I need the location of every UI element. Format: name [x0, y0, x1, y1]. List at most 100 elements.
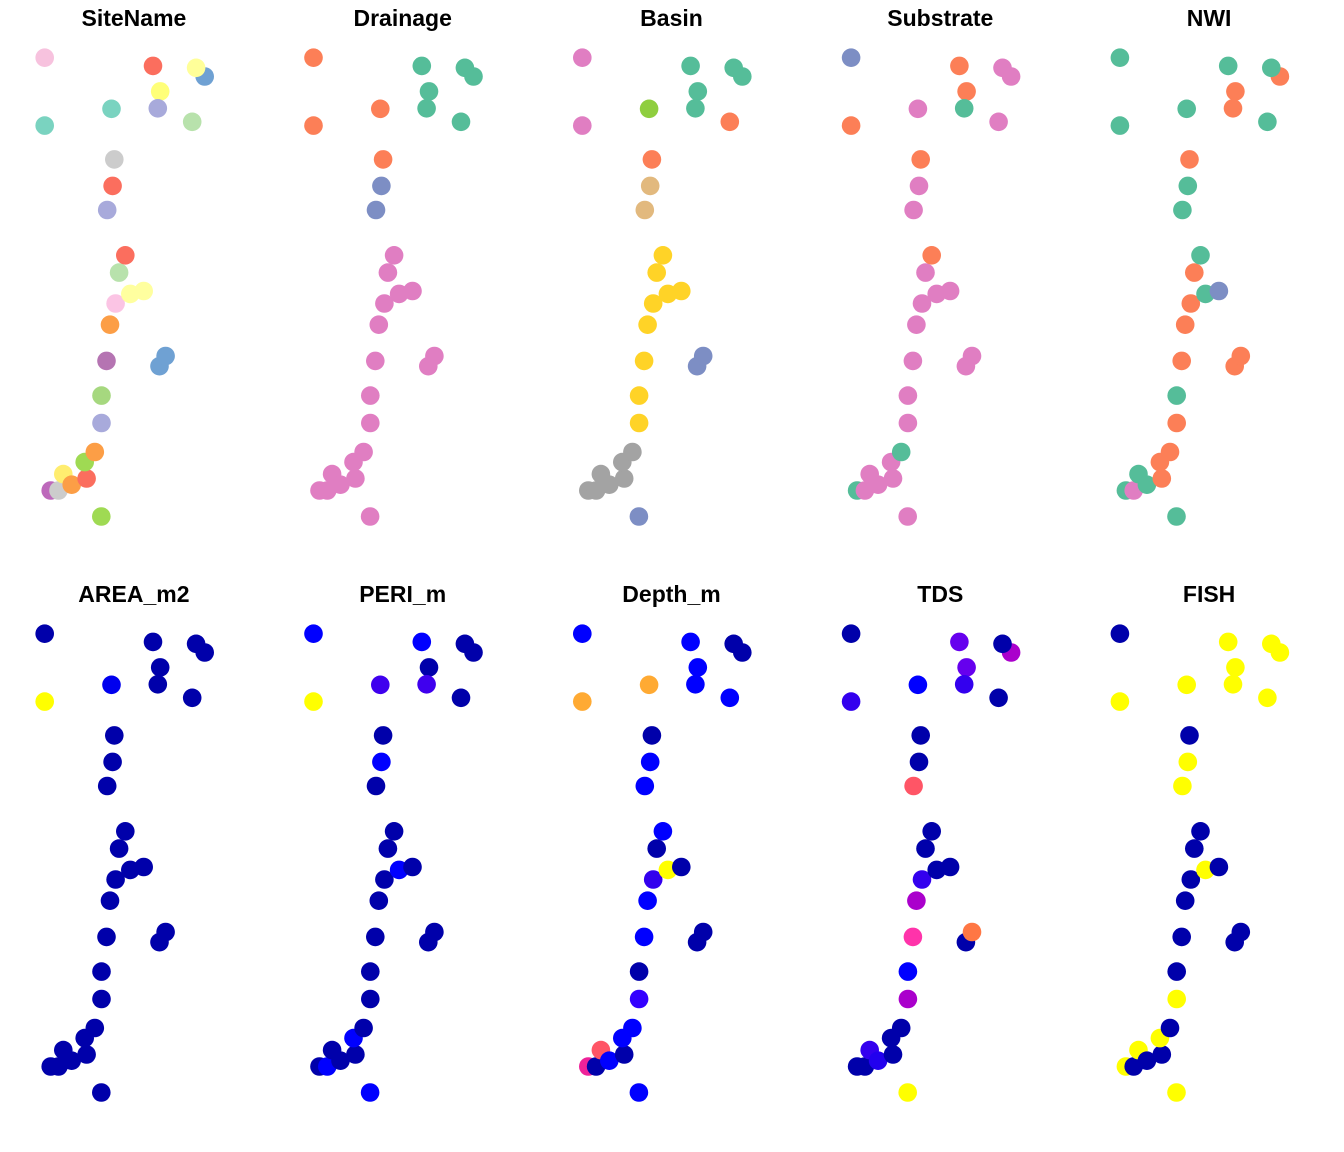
site-point: [373, 150, 393, 169]
site-point: [638, 891, 657, 910]
site-point: [451, 112, 471, 132]
site-point: [629, 1083, 649, 1102]
site-point: [916, 263, 935, 282]
site-point: [681, 56, 700, 76]
site-point: [898, 386, 918, 405]
site-point: [1262, 634, 1281, 654]
site-point: [156, 346, 175, 366]
site-point: [912, 294, 932, 313]
site-point: [1167, 989, 1186, 1009]
panel-nwi: NWI: [1110, 5, 1290, 526]
site-point: [1167, 1083, 1186, 1102]
site-point: [1178, 176, 1198, 196]
site-point: [883, 469, 903, 488]
site-point: [92, 989, 111, 1009]
site-point: [629, 386, 649, 405]
site-point: [366, 351, 385, 371]
site-point: [647, 839, 666, 858]
site-point: [1258, 112, 1277, 132]
site-point: [957, 82, 976, 101]
site-point: [372, 752, 391, 772]
site-point: [642, 150, 662, 169]
site-point: [372, 176, 391, 196]
site-point: [1175, 315, 1195, 335]
site-point: [100, 315, 120, 335]
site-point: [103, 176, 122, 196]
site-point: [962, 346, 982, 366]
site-point: [908, 675, 928, 695]
site-point: [97, 351, 116, 371]
panel-title: Drainage: [353, 5, 451, 31]
site-point: [143, 56, 163, 76]
site-point: [182, 688, 202, 708]
site-point: [35, 48, 54, 67]
site-point: [640, 752, 660, 772]
site-point: [1181, 870, 1201, 889]
site-point: [1185, 263, 1204, 282]
site-point: [681, 632, 700, 652]
panel-drainage: Drainage: [304, 5, 483, 526]
site-point: [425, 346, 444, 366]
site-point: [922, 822, 941, 841]
site-point: [1180, 726, 1199, 745]
site-point: [100, 891, 120, 910]
site-point: [954, 675, 974, 694]
site-point: [639, 99, 659, 119]
site-point: [1191, 246, 1210, 265]
site-point: [346, 469, 365, 488]
site-point: [1173, 200, 1192, 220]
panel-substrate: Substrate: [841, 5, 1021, 526]
site-point: [1191, 822, 1210, 841]
site-point: [62, 1051, 81, 1070]
site-point: [451, 688, 471, 708]
panel-peri-m: PERI_m: [304, 581, 483, 1102]
site-point: [378, 263, 398, 282]
site-point: [993, 634, 1012, 654]
site-point: [35, 624, 54, 643]
site-point: [1172, 351, 1191, 371]
site-point: [940, 857, 960, 877]
site-point: [1167, 386, 1186, 405]
site-point: [331, 1051, 350, 1070]
site-point: [1209, 281, 1229, 301]
site-point: [623, 442, 642, 462]
site-point: [903, 927, 923, 947]
site-point: [623, 1018, 642, 1038]
site-point: [109, 263, 129, 282]
site-point: [373, 726, 393, 745]
site-point: [455, 634, 475, 654]
site-point: [688, 658, 708, 677]
site-point: [148, 99, 168, 118]
site-point: [1258, 688, 1277, 708]
site-point: [841, 48, 861, 67]
site-point: [950, 56, 969, 76]
site-point: [116, 822, 135, 841]
site-point: [891, 1018, 911, 1038]
site-point: [97, 200, 117, 220]
site-point: [693, 922, 713, 942]
site-point: [455, 58, 475, 78]
site-point: [134, 857, 153, 877]
site-point: [614, 469, 634, 488]
site-point: [97, 927, 116, 947]
site-point: [419, 658, 439, 677]
site-point: [922, 246, 941, 265]
site-point: [97, 776, 117, 796]
panel-area-m2: AREA_m2: [35, 581, 214, 1102]
site-point: [417, 99, 436, 118]
site-point: [1218, 56, 1238, 76]
site-point: [1110, 692, 1130, 711]
site-point: [102, 99, 121, 119]
site-point: [643, 294, 663, 313]
site-point: [573, 116, 592, 135]
site-point: [384, 246, 404, 265]
site-point: [150, 82, 170, 101]
site-point: [904, 776, 923, 796]
site-point: [647, 263, 666, 282]
site-point: [629, 413, 649, 433]
site-point: [1181, 294, 1201, 313]
site-point: [105, 150, 124, 169]
site-point: [412, 56, 432, 76]
site-point: [573, 624, 592, 643]
